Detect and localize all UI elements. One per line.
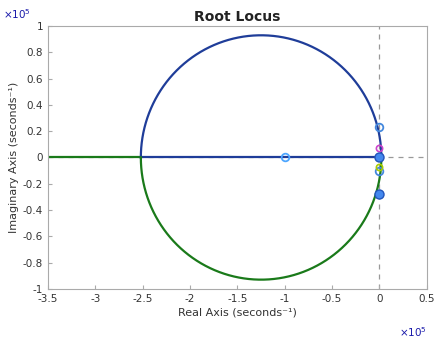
- X-axis label: Real Axis (seconds⁻¹): Real Axis (seconds⁻¹): [178, 308, 297, 318]
- Text: $\times10^5$: $\times10^5$: [399, 325, 427, 339]
- Y-axis label: Imaginary Axis (seconds⁻¹): Imaginary Axis (seconds⁻¹): [9, 82, 19, 233]
- Title: Root Locus: Root Locus: [194, 9, 281, 24]
- Text: $\times10^5$: $\times10^5$: [3, 7, 30, 21]
